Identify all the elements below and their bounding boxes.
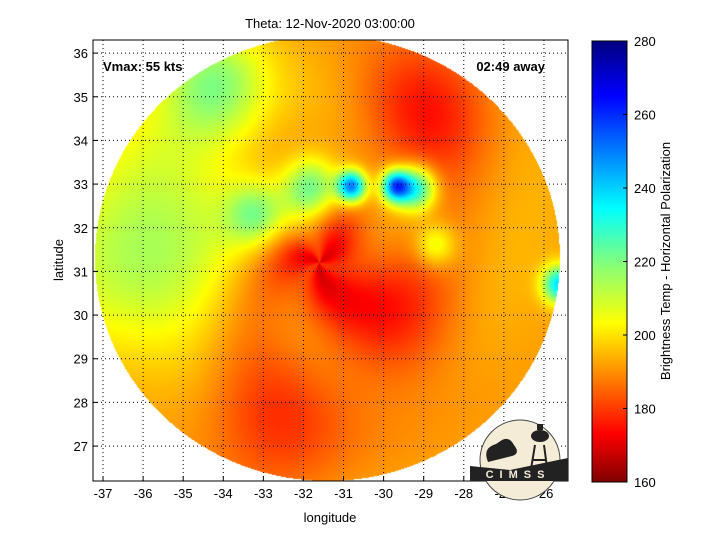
- y-tick-label: 30: [74, 308, 88, 323]
- vmax-annotation: Vmax: 55 kts: [103, 59, 183, 74]
- x-tick-label: -35: [174, 486, 193, 501]
- y-axis-label: latitude: [51, 239, 66, 281]
- y-axis-ticks: 27 28 29 30 31 32 33 34 35 36: [74, 46, 98, 454]
- x-tick-label: -32: [294, 486, 313, 501]
- x-axis-ticks: -37-36-35-34-33-32-31-30-29-28-27-26: [94, 476, 553, 501]
- x-tick-label: -30: [374, 486, 393, 501]
- brightness-temperature-swath: [93, 40, 568, 481]
- colorbar-tick-label: 240: [634, 181, 656, 196]
- x-tick-label: -29: [414, 486, 433, 501]
- y-tick-label: 34: [74, 133, 88, 148]
- x-tick-label: -34: [214, 486, 233, 501]
- colorbar-tick-label: 280: [634, 34, 656, 49]
- x-tick-label: -36: [134, 486, 153, 501]
- y-tick-label: 28: [74, 395, 88, 410]
- colorbar: [591, 40, 628, 483]
- cimss-logo-text: CIMSS: [486, 469, 551, 481]
- grid-lines: [93, 40, 568, 481]
- plot-frame: [92, 39, 569, 482]
- x-tick-label: -37: [94, 486, 113, 501]
- chart-title: Theta: 12-Nov-2020 03:00:00: [245, 16, 415, 31]
- x-axis-label: longitude: [304, 510, 357, 525]
- colorbar-tick-label: 180: [634, 402, 656, 417]
- colorbar-tick-label: 200: [634, 328, 656, 343]
- x-tick-label: -33: [254, 486, 273, 501]
- heatmap-frame: [93, 40, 568, 481]
- colorbar-tick-label: 160: [634, 475, 656, 490]
- colorbar-tick-label: 220: [634, 255, 656, 270]
- y-tick-label: 27: [74, 439, 88, 454]
- cimss-logo: CIMSS: [470, 419, 568, 501]
- colorbar-tick-label: 260: [634, 108, 656, 123]
- y-tick-label: 35: [74, 90, 88, 105]
- y-tick-label: 29: [74, 352, 88, 367]
- time-away-annotation: 02:49 away: [476, 59, 545, 74]
- colorbar-label: Brightness Temp - Horizontal Polarizatio…: [658, 142, 673, 380]
- x-tick-label: -28: [454, 486, 473, 501]
- y-tick-label: 33: [74, 177, 88, 192]
- x-tick-label: -31: [334, 486, 353, 501]
- y-tick-label: 36: [74, 46, 88, 61]
- y-tick-label: 32: [74, 221, 88, 236]
- colorbar-ticks: 160 180 200 220 240 260 280: [623, 34, 656, 490]
- y-tick-label: 31: [74, 264, 88, 279]
